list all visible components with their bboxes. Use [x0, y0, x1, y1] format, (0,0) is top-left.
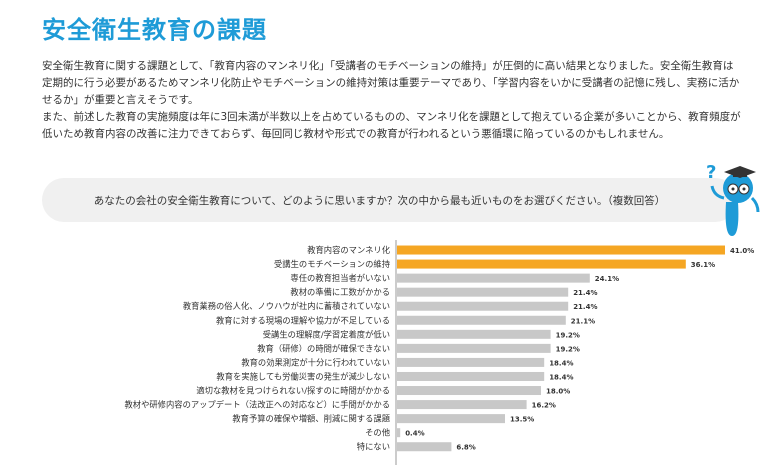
category-label: 専任の教育担当者がいない: [290, 273, 390, 283]
category-label: 教育に対する現場の理解や協力が不足している: [216, 315, 390, 325]
value-label: 13.5%: [510, 416, 534, 424]
value-label: 0.4%: [405, 430, 424, 438]
bar: [397, 371, 545, 381]
mascot-icon: [710, 166, 760, 236]
bar: [397, 357, 545, 367]
bar: [397, 301, 569, 311]
bar: [397, 428, 401, 438]
bar: [397, 273, 590, 283]
bar: [397, 259, 686, 269]
bar: [397, 400, 527, 410]
value-label: 24.1%: [595, 275, 619, 283]
category-label: 受講生のモチベーションの維持: [274, 259, 390, 269]
category-label: 受講生の理解度/学習定着度が低い: [263, 329, 390, 339]
value-label: 19.2%: [556, 345, 580, 353]
value-label: 21.1%: [571, 317, 595, 325]
value-label: 21.4%: [573, 289, 597, 297]
value-label: 19.2%: [556, 331, 580, 339]
value-label: 18.4%: [549, 373, 573, 381]
category-label: 適切な教材を見つけられない/探すのに時間がかかる: [196, 386, 390, 396]
value-label: 41.0%: [730, 247, 754, 255]
bar: [397, 329, 551, 339]
category-label: 教育予算の確保や増額、削減に関する課題: [232, 414, 390, 424]
bar: [397, 414, 505, 424]
category-label: 教育業務の俗人化、ノウハウが社内に蓄積されていない: [183, 301, 390, 311]
value-label: 16.2%: [532, 402, 556, 410]
question-text: あなたの会社の安全衛生教育について、どのように思いますか？次の中から最も近いもの…: [93, 195, 666, 207]
bar: [397, 386, 541, 396]
value-label: 21.4%: [573, 303, 597, 311]
category-label: 教育を実施しても労働災害の発生が減少しない: [216, 371, 390, 381]
page-title: 安全衛生教育の課題: [42, 16, 267, 44]
intro-paragraph-2: また、前述した教育の実施頻度は年に3回未満が半数以上を占めているものの、マンネリ…: [42, 111, 741, 140]
category-label: 教育内容のマンネリ化: [307, 245, 390, 255]
bar: [397, 287, 569, 297]
value-label: 18.4%: [549, 359, 573, 367]
category-label: 教材や研修内容のアップデート（法改正への対応など）に手間がかかる: [124, 400, 390, 410]
category-label: 教材の準備に工数がかかる: [290, 287, 390, 297]
intro-paragraph-1: 安全衛生教育に関する課題として、「教育内容のマンネリ化」「受講者のモチベーション…: [42, 60, 740, 106]
bar: [397, 315, 566, 325]
bar: [397, 343, 551, 353]
category-label: 教育の効果測定が十分に行われていない: [241, 357, 390, 367]
value-label: 6.8%: [456, 444, 475, 452]
category-label: 特にない: [357, 442, 390, 452]
category-label: 教育（研修）の時間が確保できない: [257, 343, 390, 353]
category-label: その他: [365, 428, 390, 438]
question-mark-icon: ?: [706, 162, 716, 183]
value-label: 18.0%: [546, 388, 570, 396]
question-box: あなたの会社の安全衛生教育について、どのように思いますか？次の中から最も近いもの…: [42, 178, 737, 222]
bar: [397, 442, 452, 452]
bar: [397, 245, 725, 255]
bar-chart: 教育内容のマンネリ化 41.0% 受講生のモチベーションの維持 36.1% 専任の教育担…: [124, 240, 754, 465]
value-label: 36.1%: [691, 261, 715, 269]
mascot-illustration: ?: [706, 162, 760, 236]
